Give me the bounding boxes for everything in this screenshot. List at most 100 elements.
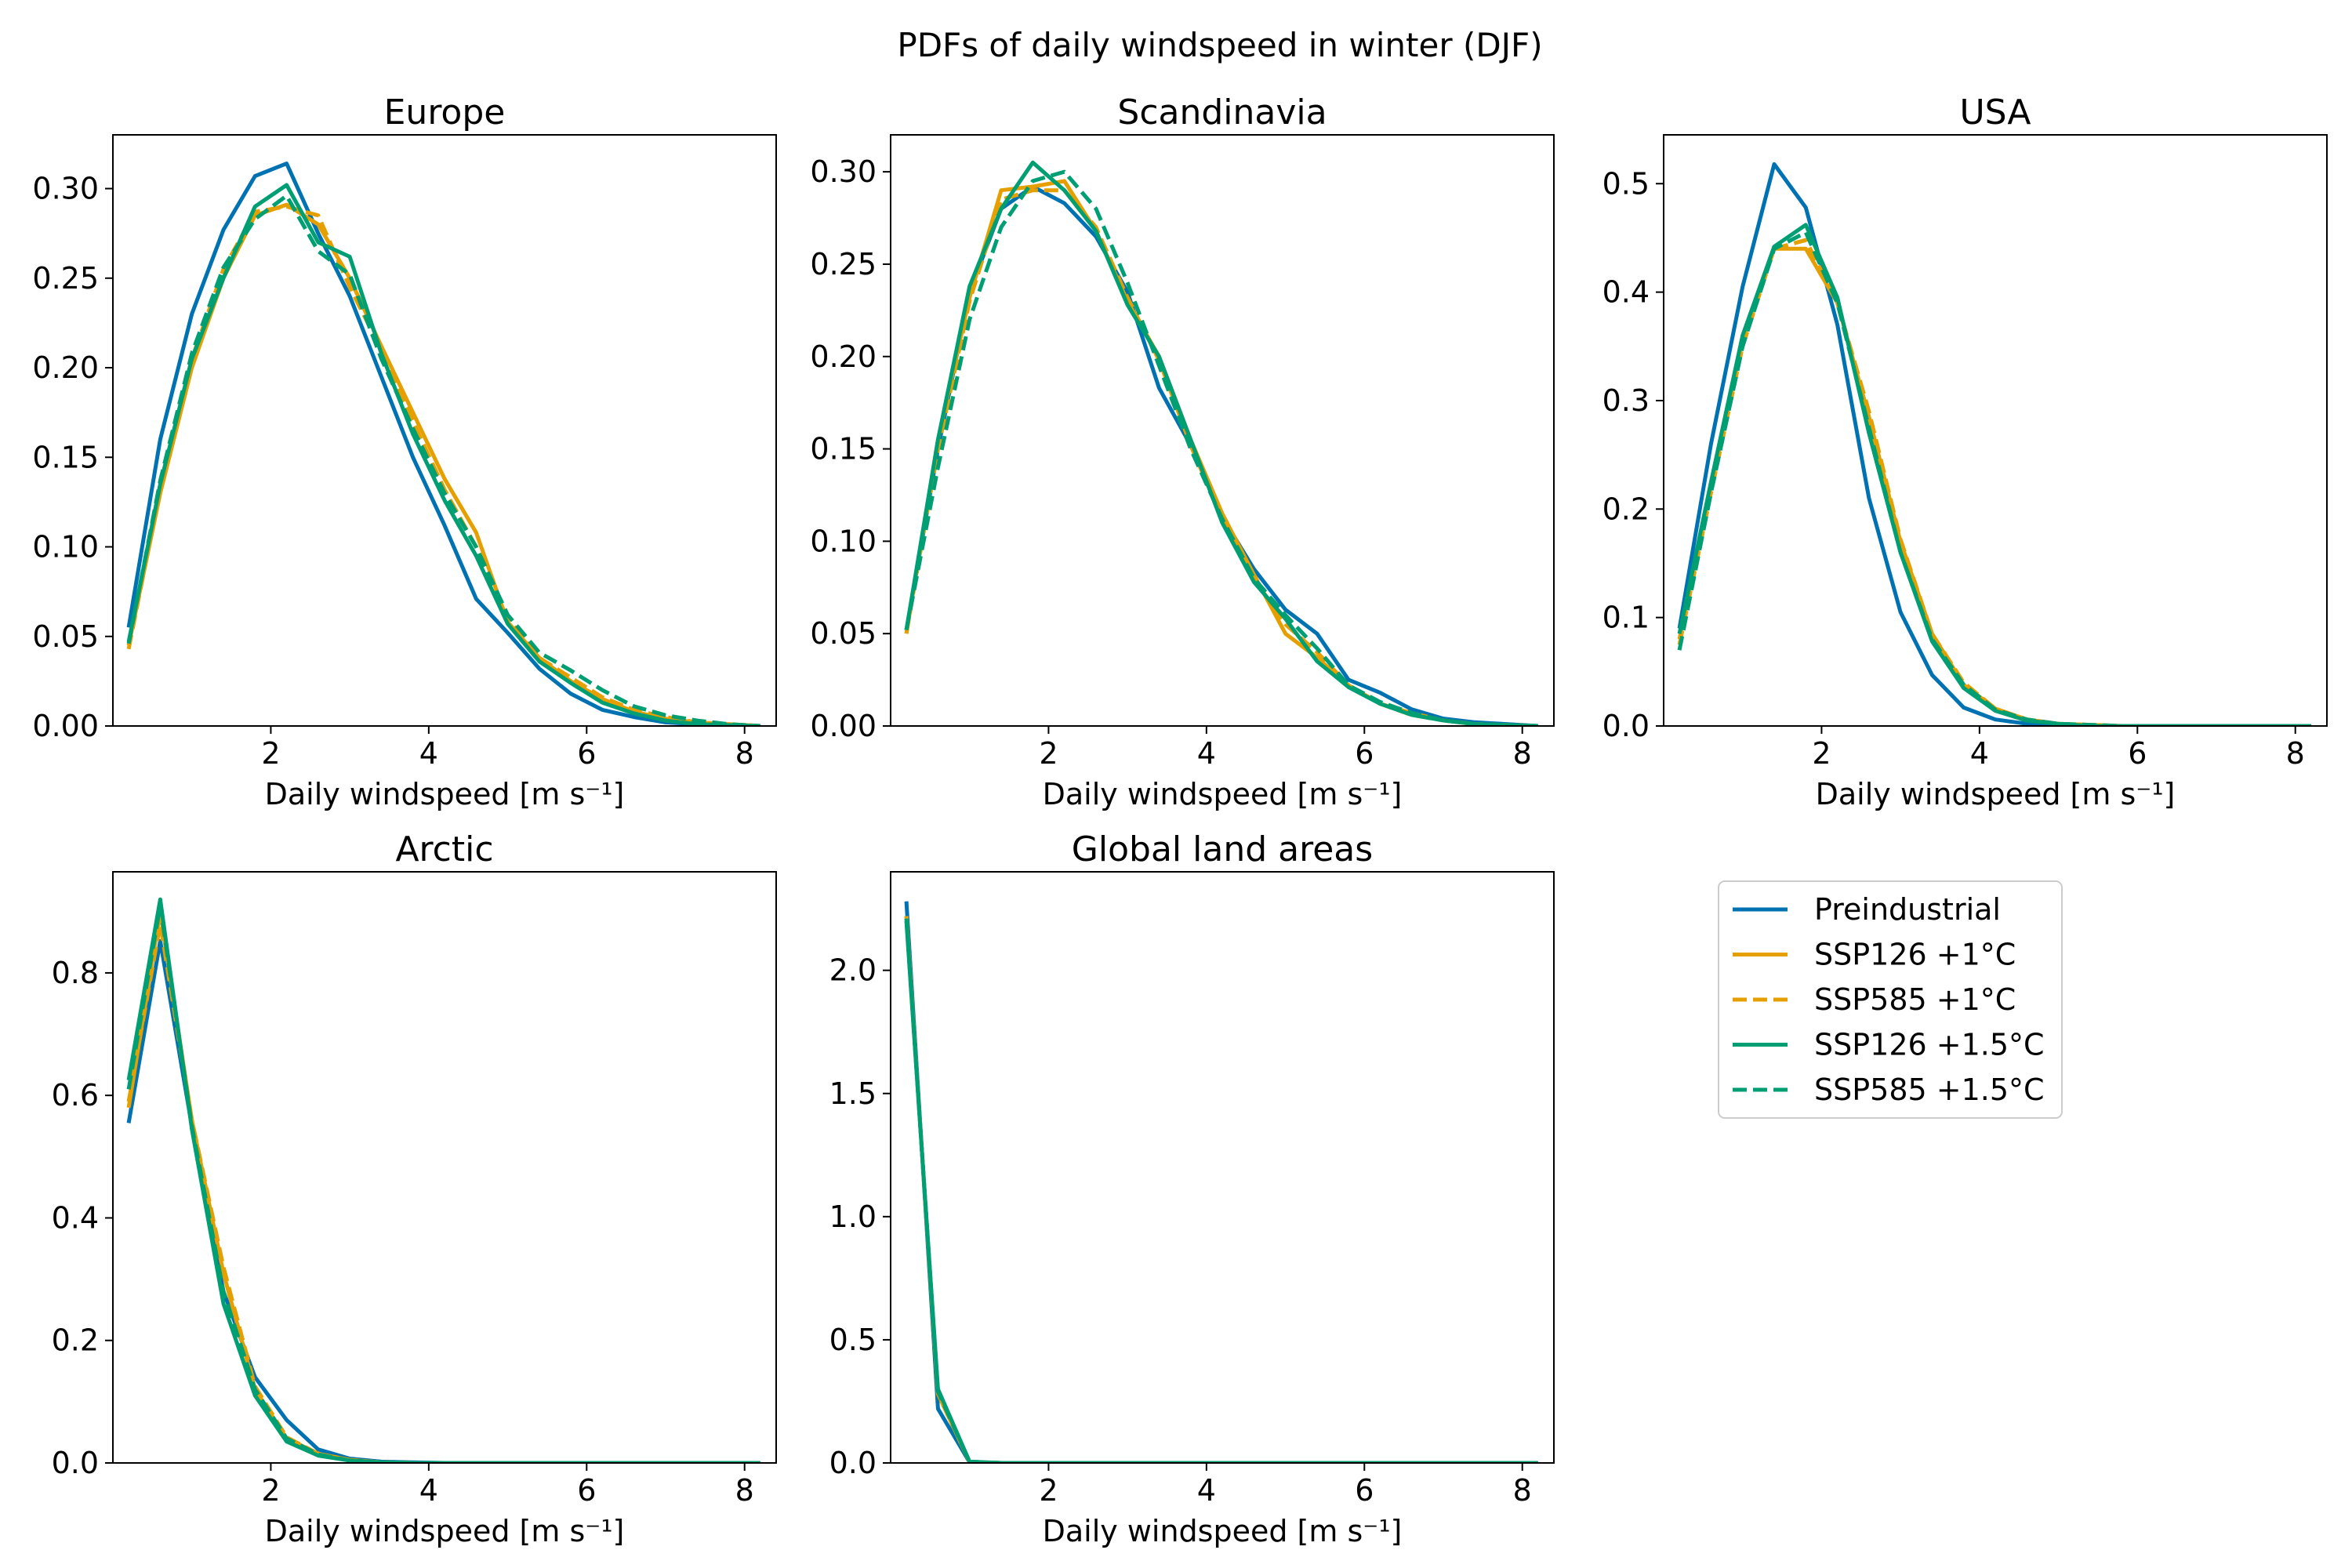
y-tick-label: 0.00: [32, 709, 99, 743]
series-line-ssp585-1-5-c: [1677, 230, 2311, 726]
panel-europe: Europe 2 4 6 8 0.00 0.05 0.10 0.15 0.20 0.25 0.30 Da…: [32, 93, 777, 811]
x-axis-label: Daily windspeed [m s⁻¹]: [1043, 777, 1403, 811]
y-tick-label: 0.05: [810, 616, 877, 651]
x-tick-label: 8: [1513, 1473, 1532, 1508]
series-line-ssp126-1-c: [904, 179, 1538, 726]
y-tick-label: 0.6: [52, 1078, 99, 1112]
series-line-ssp126-1-5-c: [904, 160, 1538, 726]
panel-title: Scandinavia: [1117, 93, 1327, 132]
axes-frame: [890, 871, 1555, 1464]
x-axis-label: Daily windspeed [m s⁻¹]: [1816, 777, 2176, 811]
y-tick-label: 0.4: [1602, 275, 1650, 310]
y-tick-label: 0.2: [52, 1323, 99, 1358]
y-tick-label: 0.15: [32, 440, 99, 474]
panel-title: USA: [1959, 93, 2031, 132]
y-tick-label: 0.0: [52, 1446, 99, 1480]
x-tick-label: 6: [2128, 736, 2147, 771]
y-tick-label: 0.30: [810, 154, 877, 189]
x-tick-label: 4: [1197, 1473, 1216, 1508]
x-tick-label: 8: [735, 1473, 754, 1508]
x-tick-label: 2: [1039, 1473, 1058, 1508]
series-line-ssp585-1-c: [904, 916, 1538, 1463]
panel-arctic: Arctic 2 4 6 8 0.0 0.2 0.4 0.6 0.8 Daily windspeed…: [52, 829, 777, 1548]
y-tick-label: 0.15: [810, 432, 877, 466]
series-line-preindustrial: [904, 901, 1538, 1463]
series-line-ssp126-1-5-c: [126, 183, 760, 726]
panel-title: Global land areas: [1072, 829, 1373, 869]
x-tick-label: 4: [419, 1473, 438, 1508]
series-line-ssp585-1-c: [126, 204, 761, 726]
series-line-ssp126-1-c: [1677, 246, 2311, 726]
legend-label: SSP126 +1.5°C: [1814, 1028, 2045, 1062]
x-tick-label: 6: [1355, 736, 1374, 771]
legend-frame: [1718, 880, 2063, 1119]
axes-frame: [112, 871, 777, 1464]
x-tick-label: 6: [577, 1473, 596, 1508]
axes-frame: [890, 134, 1555, 727]
x-tick-label: 8: [2286, 736, 2305, 771]
y-tick-label: 0.25: [810, 247, 877, 281]
x-tick-label: 4: [419, 736, 438, 771]
legend-label: SSP585 +1.5°C: [1814, 1073, 2045, 1107]
y-tick-label: 0.2: [1602, 492, 1650, 526]
y-tick-label: 0.8: [52, 956, 99, 990]
x-axis-label: Daily windspeed [m s⁻¹]: [265, 777, 625, 811]
series-line-ssp126-1-c: [904, 916, 1538, 1463]
panel-usa: USA 2 4 6 8 0.0 0.1 0.2 0.3 0.4 0.5 Daily windspeed…: [1602, 93, 2328, 811]
y-tick-label: 0.20: [810, 339, 877, 374]
y-tick-label: 0.05: [32, 619, 99, 654]
series-line-preindustrial: [1677, 162, 2311, 726]
x-tick-label: 2: [1812, 736, 1831, 771]
series-line-ssp585-1-c: [126, 921, 760, 1463]
series-line-preindustrial: [126, 938, 760, 1463]
panel-global-land-areas: Global land areas 2 4 6 8 0.0 0.5 1.0 1.5 2.0 Dail…: [829, 829, 1555, 1548]
axes-frame: [112, 134, 777, 727]
y-tick-label: 0.20: [32, 350, 99, 385]
x-tick-label: 2: [1039, 736, 1058, 771]
x-tick-label: 8: [1513, 736, 1532, 771]
y-tick-label: 0.10: [32, 530, 99, 564]
series-line-ssp585-1-5-c: [904, 169, 1538, 726]
x-tick-label: 4: [1197, 736, 1216, 771]
panel-title: Europe: [384, 93, 506, 132]
legend: Preindustrial SSP126 +1°C SSP585 +1°C SSP12…: [1718, 880, 2063, 1119]
legend-label: SSP126 +1°C: [1814, 938, 2016, 972]
x-axis-label: Daily windspeed [m s⁻¹]: [265, 1514, 625, 1548]
series-line-preindustrial: [904, 184, 1539, 726]
panel-title: Arctic: [395, 829, 493, 869]
legend-label: Preindustrial: [1814, 892, 2001, 927]
y-tick-label: 0.5: [829, 1323, 877, 1357]
y-tick-label: 0.00: [810, 709, 877, 743]
x-tick-label: 8: [735, 736, 754, 771]
y-tick-label: 0.25: [32, 261, 99, 296]
x-tick-label: 4: [1970, 736, 1989, 771]
y-tick-label: 2.0: [829, 953, 877, 988]
series-line-ssp585-1-c: [1677, 238, 2311, 726]
legend-label: SSP585 +1°C: [1814, 982, 2016, 1017]
y-tick-label: 0.5: [1602, 166, 1650, 201]
series-line-ssp126-1-5-c: [904, 920, 1538, 1463]
series-line-ssp126-1-5-c: [1677, 223, 2311, 726]
y-tick-label: 1.0: [829, 1200, 877, 1234]
y-tick-label: 0.0: [829, 1446, 877, 1480]
x-axis-label: Daily windspeed [m s⁻¹]: [1043, 1514, 1403, 1548]
series-line-ssp126-1-5-c: [126, 897, 760, 1463]
series-line-ssp585-1-5-c: [126, 194, 761, 726]
y-tick-label: 0.30: [32, 172, 99, 206]
axes-frame: [1663, 134, 2328, 727]
figure-title: PDFs of daily windspeed in winter (DJF): [897, 26, 1542, 64]
y-tick-label: 0.10: [810, 524, 877, 558]
panel-scandinavia: Scandinavia 2 4 6 8 0.00 0.05 0.10 0.15 0.20 0.25 0…: [810, 93, 1555, 811]
series-line-ssp126-1-c: [126, 909, 760, 1463]
y-tick-label: 1.5: [829, 1076, 877, 1111]
y-tick-label: 0.3: [1602, 383, 1650, 418]
x-tick-label: 6: [1355, 1473, 1374, 1508]
y-tick-label: 0.1: [1602, 601, 1650, 635]
x-tick-label: 2: [261, 736, 280, 771]
y-tick-label: 0.0: [1602, 709, 1650, 743]
series-line-ssp585-1-5-c: [904, 918, 1538, 1463]
series-line-preindustrial: [126, 162, 760, 726]
y-tick-label: 0.4: [52, 1200, 99, 1235]
x-tick-label: 6: [577, 736, 596, 771]
